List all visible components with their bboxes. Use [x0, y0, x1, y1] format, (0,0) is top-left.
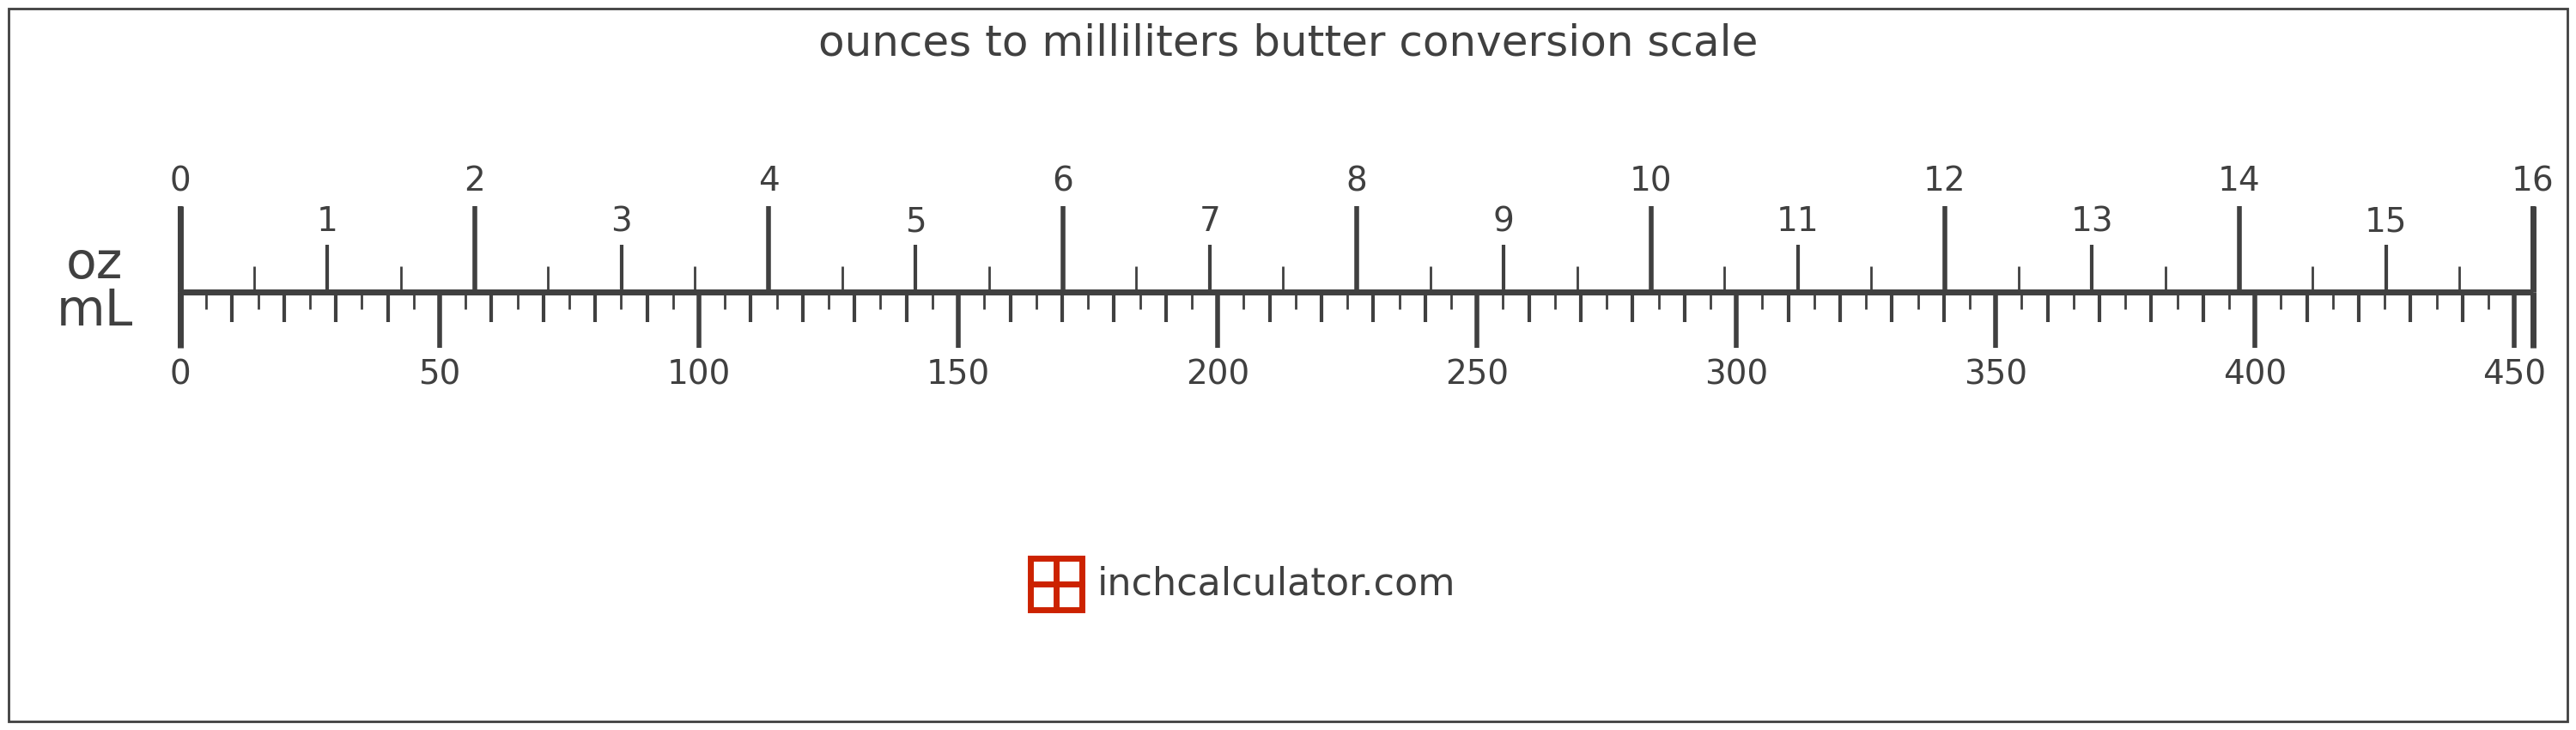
Text: 0: 0	[170, 165, 191, 198]
Text: 13: 13	[2071, 205, 2112, 238]
Text: 0: 0	[170, 358, 191, 391]
Text: 450: 450	[2483, 358, 2545, 391]
Text: 5: 5	[904, 205, 927, 238]
Text: 14: 14	[2218, 165, 2259, 198]
Text: 400: 400	[2223, 358, 2287, 391]
Text: 6: 6	[1051, 165, 1074, 198]
Text: 50: 50	[417, 358, 461, 391]
Text: 350: 350	[1963, 358, 2027, 391]
Text: mL: mL	[57, 287, 134, 336]
Text: inchcalculator.com: inchcalculator.com	[1097, 566, 1455, 602]
Text: 7: 7	[1198, 205, 1221, 238]
Text: 10: 10	[1631, 165, 1672, 198]
Text: 2: 2	[464, 165, 484, 198]
Text: ounces to milliliters butter conversion scale: ounces to milliliters butter conversion …	[819, 23, 1757, 64]
Text: 12: 12	[1924, 165, 1965, 198]
Text: 3: 3	[611, 205, 631, 238]
Text: 300: 300	[1705, 358, 1767, 391]
Text: oz: oz	[67, 239, 124, 288]
Text: 8: 8	[1347, 165, 1368, 198]
Text: 150: 150	[927, 358, 989, 391]
Text: 16: 16	[2512, 165, 2555, 198]
Text: 11: 11	[1777, 205, 1819, 238]
Text: 250: 250	[1445, 358, 1510, 391]
Text: 100: 100	[667, 358, 732, 391]
Text: 9: 9	[1494, 205, 1515, 238]
Text: 4: 4	[757, 165, 778, 198]
Text: 1: 1	[317, 205, 337, 238]
Text: 200: 200	[1185, 358, 1249, 391]
Text: 15: 15	[2365, 205, 2406, 238]
